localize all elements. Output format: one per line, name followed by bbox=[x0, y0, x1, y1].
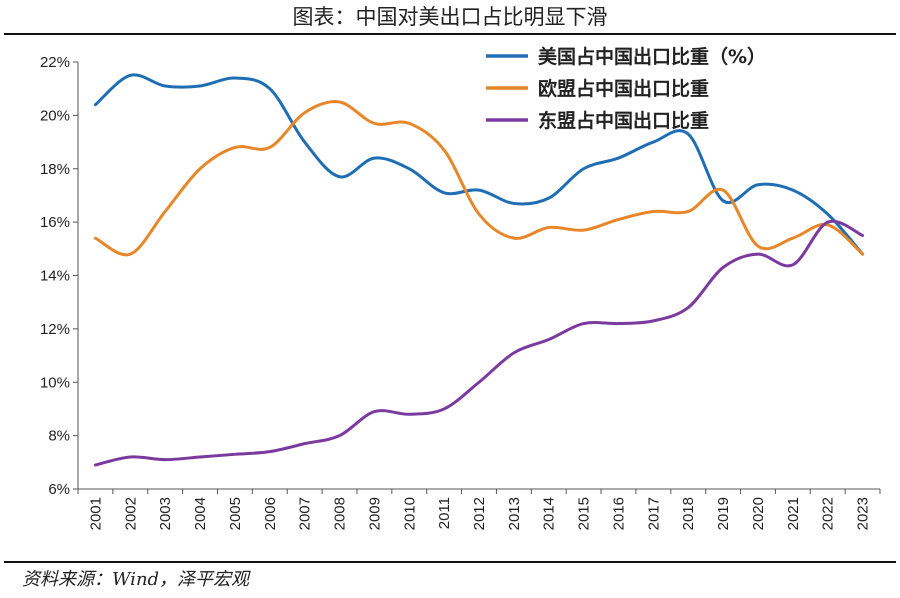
axes: 6% 8% 10% 12% 14% 16% 18% 20% 22% 2001 2002 2003 200… bbox=[40, 54, 881, 530]
asean-series-line bbox=[93, 219, 865, 467]
x-tick-label: 2010 bbox=[401, 497, 418, 530]
y-tick-label: 10% bbox=[40, 374, 70, 391]
legend-item-asean: 东盟占中国出口比重 bbox=[486, 109, 709, 132]
x-tick-label: 2004 bbox=[192, 497, 209, 530]
legend-item-us: 美国占中国出口比重（%） bbox=[486, 45, 766, 68]
x-tick-label: 2015 bbox=[576, 497, 593, 530]
x-tick-label: 2008 bbox=[332, 497, 349, 530]
x-tick-label: 2011 bbox=[436, 497, 453, 529]
y-tick-label: 22% bbox=[40, 54, 70, 71]
y-tick-label: 14% bbox=[40, 268, 70, 285]
chart-title: 图表：中国对美出口占比明显下滑 bbox=[292, 5, 608, 29]
x-tick-label: 2013 bbox=[506, 497, 523, 530]
legend-label: 美国占中国出口比重（%） bbox=[538, 45, 766, 68]
x-tick-label: 2002 bbox=[122, 497, 139, 530]
x-tick-label: 2022 bbox=[820, 497, 837, 530]
series-layer bbox=[93, 73, 865, 467]
x-tick-label: 2023 bbox=[855, 497, 872, 530]
x-tick-label: 2003 bbox=[157, 497, 174, 530]
x-tick-label: 2005 bbox=[227, 497, 244, 530]
x-tick-label: 2018 bbox=[680, 497, 697, 530]
y-tick-label: 16% bbox=[40, 214, 70, 231]
x-tick-label: 2001 bbox=[87, 497, 104, 530]
x-tick-label: 2019 bbox=[715, 497, 732, 530]
y-tick-label: 12% bbox=[40, 321, 70, 338]
y-tick-label: 20% bbox=[40, 107, 70, 124]
x-tick-label: 2020 bbox=[750, 497, 767, 530]
x-tick-label: 2012 bbox=[471, 497, 488, 530]
eu-series-line bbox=[93, 100, 865, 257]
y-tick-label: 18% bbox=[40, 161, 70, 178]
x-tick-label: 2007 bbox=[297, 497, 314, 530]
title-divider bbox=[4, 33, 896, 35]
y-tick-label: 6% bbox=[48, 481, 70, 498]
source-note: 资料来源：Wind，泽平宏观 bbox=[22, 569, 250, 590]
x-tick-label: 2021 bbox=[785, 497, 802, 530]
x-tick-label: 2009 bbox=[366, 497, 383, 530]
x-tick-label: 2006 bbox=[262, 497, 279, 530]
us-series-line bbox=[93, 73, 865, 256]
legend-label: 东盟占中国出口比重 bbox=[538, 109, 709, 132]
x-tick-label: 2014 bbox=[541, 497, 558, 530]
x-tick-label: 2016 bbox=[610, 497, 627, 530]
footer-divider bbox=[4, 561, 896, 563]
x-tick-label: 2017 bbox=[645, 497, 662, 530]
line-chart: 6% 8% 10% 12% 14% 16% 18% 20% 22% 2001 2002 2003 200… bbox=[40, 45, 881, 530]
legend-item-eu: 欧盟占中国出口比重 bbox=[486, 77, 709, 100]
y-tick-label: 8% bbox=[48, 428, 70, 445]
legend-label: 欧盟占中国出口比重 bbox=[538, 77, 709, 100]
